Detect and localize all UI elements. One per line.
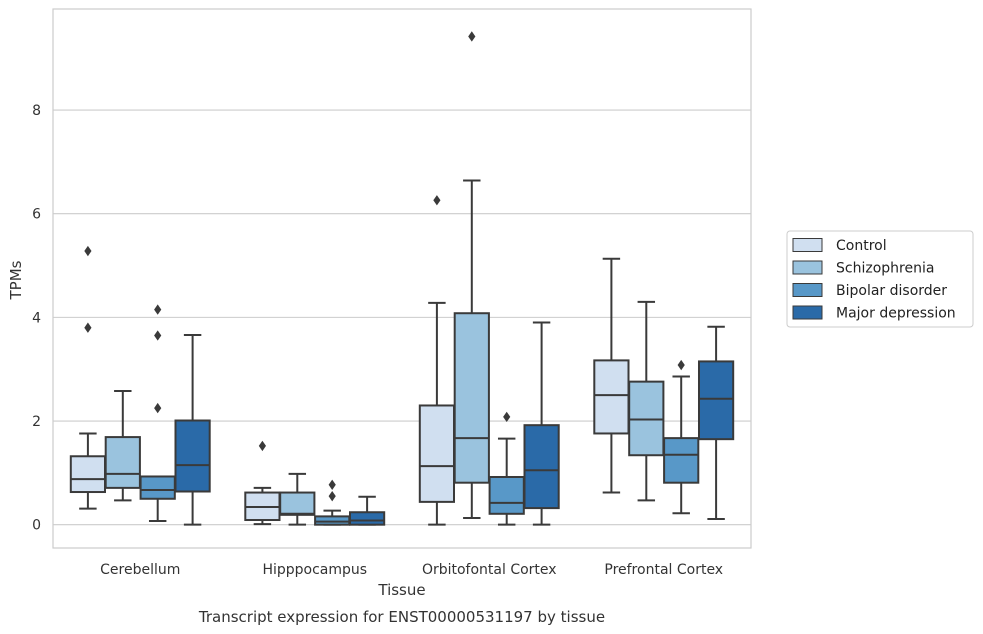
box-iqr [663,437,700,484]
box-1-1 [279,472,316,526]
outlier-point [154,402,162,414]
box-groups [69,31,735,526]
legend-swatch [792,305,823,320]
box-iqr [104,436,141,489]
legend-label: Control [836,238,887,254]
box-iqr [174,419,211,493]
plot-area-frame [52,8,752,549]
x-tick-label: Cerebellum [100,562,180,578]
outlier-point [328,490,336,502]
box-3-1 [628,300,665,502]
box-0-1 [104,389,141,502]
box-0-2 [139,304,176,523]
x-tick-label: Orbitofontal Cortex [422,562,557,578]
box-1-0 [244,440,281,526]
box-1-2 [314,479,351,526]
box-iqr [523,424,560,510]
box-2-0 [418,195,456,526]
legend-swatch [792,283,823,297]
box-iqr [418,404,456,503]
outlier-point [468,31,476,42]
outlier-point [258,440,266,452]
box-iqr [628,380,665,457]
box-0-0 [69,245,107,510]
legend-label: Major depression [836,306,956,322]
box-3-3 [697,325,735,520]
box-2-1 [453,31,490,519]
box-2-3 [523,321,560,526]
box-2-2 [488,411,525,526]
legend-swatch [792,260,823,275]
outlier-point [503,411,511,423]
x-tick-label: Hipppocampus [262,562,367,578]
outlier-point [84,245,92,257]
outlier-point [154,304,162,315]
box-0-3 [174,333,211,526]
y-tick-label: 0 [32,518,41,534]
box-iqr [69,455,107,494]
legend-frame [786,230,974,328]
box-iqr [697,360,735,441]
figure-caption: Transcript expression for ENST0000053119… [198,608,605,626]
y-tick-label: 4 [32,310,41,326]
y-tick-label: 8 [32,103,41,119]
x-tick-label: Prefrontal Cortex [604,562,723,578]
box-3-2 [663,359,700,515]
legend-label: Schizophrenia [836,261,934,277]
outlier-point [84,322,92,333]
box-iqr [593,359,630,435]
box-3-0 [593,257,630,494]
box-1-3 [348,495,386,526]
outlier-point [677,359,685,371]
x-tick-labels: Cerebellum Hipppocampus Orbitofontal Corte… [100,562,723,578]
legend-swatch [792,238,823,252]
box-iqr [314,515,351,526]
y-axis-title: TPMs [7,260,25,300]
box-iqr [488,475,525,515]
y-tick-label: 6 [32,207,41,223]
box-iqr [279,491,316,516]
y-tick-label: 2 [32,414,41,430]
outlier-point [328,479,336,490]
legend: Control Schizophrenia Bipolar disorder Majo… [786,230,974,328]
box-iqr [453,312,490,484]
legend-label: Bipolar disorder [836,283,947,299]
box-iqr [348,511,386,526]
box-iqr [139,475,176,500]
x-axis-title: Tissue [377,581,425,599]
y-tick-labels: 0 2 4 6 8 [32,103,41,534]
outlier-point [433,195,441,206]
outlier-point [154,330,162,341]
